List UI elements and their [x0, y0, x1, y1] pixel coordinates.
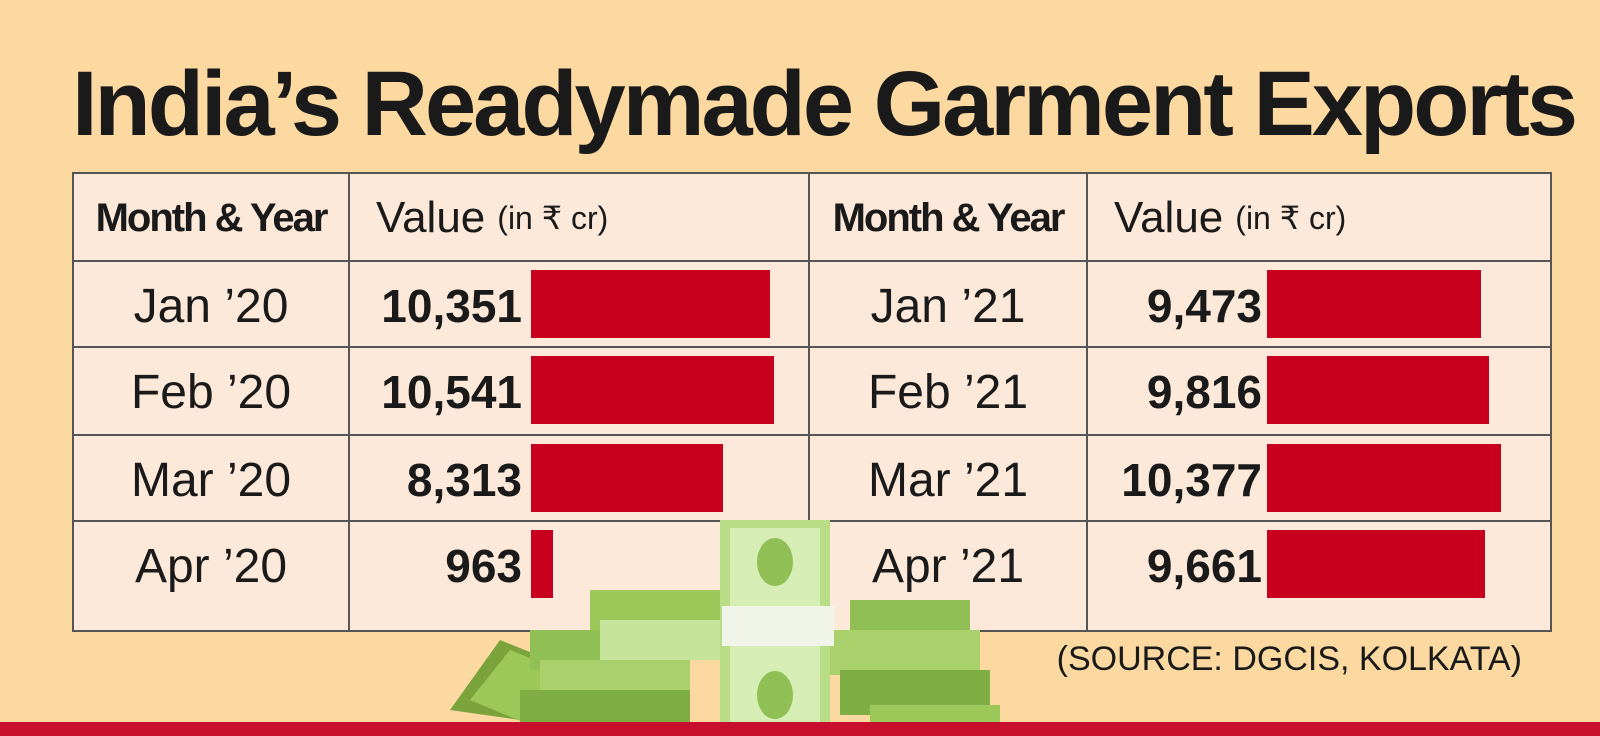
- month-cell: Mar ’20: [130, 453, 292, 507]
- value-label: 9,473: [1146, 280, 1262, 332]
- column-divider: [348, 174, 350, 630]
- month-cell: Jan ’21: [870, 279, 1026, 333]
- value-bar: [531, 270, 770, 338]
- value-label: 9,661: [1146, 540, 1262, 592]
- value-bar: [1267, 270, 1481, 338]
- row-divider: [74, 346, 1550, 348]
- month-cell: Feb ’21: [867, 365, 1029, 419]
- value-bar: [531, 530, 554, 598]
- header-value-unit: (in ₹ cr): [497, 200, 609, 236]
- bottom-stripe: [0, 722, 1600, 736]
- header-month-left: Month & Year: [95, 195, 329, 240]
- row-divider: [74, 260, 1550, 262]
- value-bar: [1267, 444, 1502, 512]
- column-divider: [1086, 174, 1088, 630]
- value-bar: [531, 444, 723, 512]
- value-bar: [1267, 356, 1489, 424]
- header-month-right: Month & Year: [832, 195, 1066, 240]
- row-divider: [74, 434, 1550, 436]
- value-label: 10,377: [1121, 454, 1262, 506]
- source-note: (SOURCE: DGCIS, KOLKATA): [1056, 640, 1522, 678]
- value-label: 9,816: [1146, 366, 1262, 418]
- chart-title: India’s Readymade Garment Exports: [72, 53, 1578, 155]
- value-label: 10,541: [381, 366, 522, 418]
- value-label: 963: [445, 540, 522, 592]
- header-value-label: Value: [376, 193, 486, 242]
- header-value-unit: (in ₹ cr): [1235, 200, 1347, 236]
- month-cell: Feb ’20: [130, 365, 292, 419]
- value-label: 8,313: [406, 454, 522, 506]
- data-table: Month & Year Value (in ₹ cr) Month & Yea…: [72, 172, 1552, 632]
- column-divider: [808, 174, 810, 630]
- header-value-label: Value: [1114, 193, 1224, 242]
- header-value-right: Value (in ₹ cr): [1114, 174, 1346, 262]
- value-label: 10,351: [381, 280, 522, 332]
- month-cell: Apr ’20: [134, 539, 288, 593]
- month-cell: Jan ’20: [133, 279, 289, 333]
- value-bar: [531, 356, 774, 424]
- cash-stack-illustration: [450, 520, 1000, 736]
- header-value-left: Value (in ₹ cr): [376, 174, 608, 262]
- month-cell: Apr ’21: [871, 539, 1025, 593]
- month-cell: Mar ’21: [867, 453, 1029, 507]
- value-bar: [1267, 530, 1486, 598]
